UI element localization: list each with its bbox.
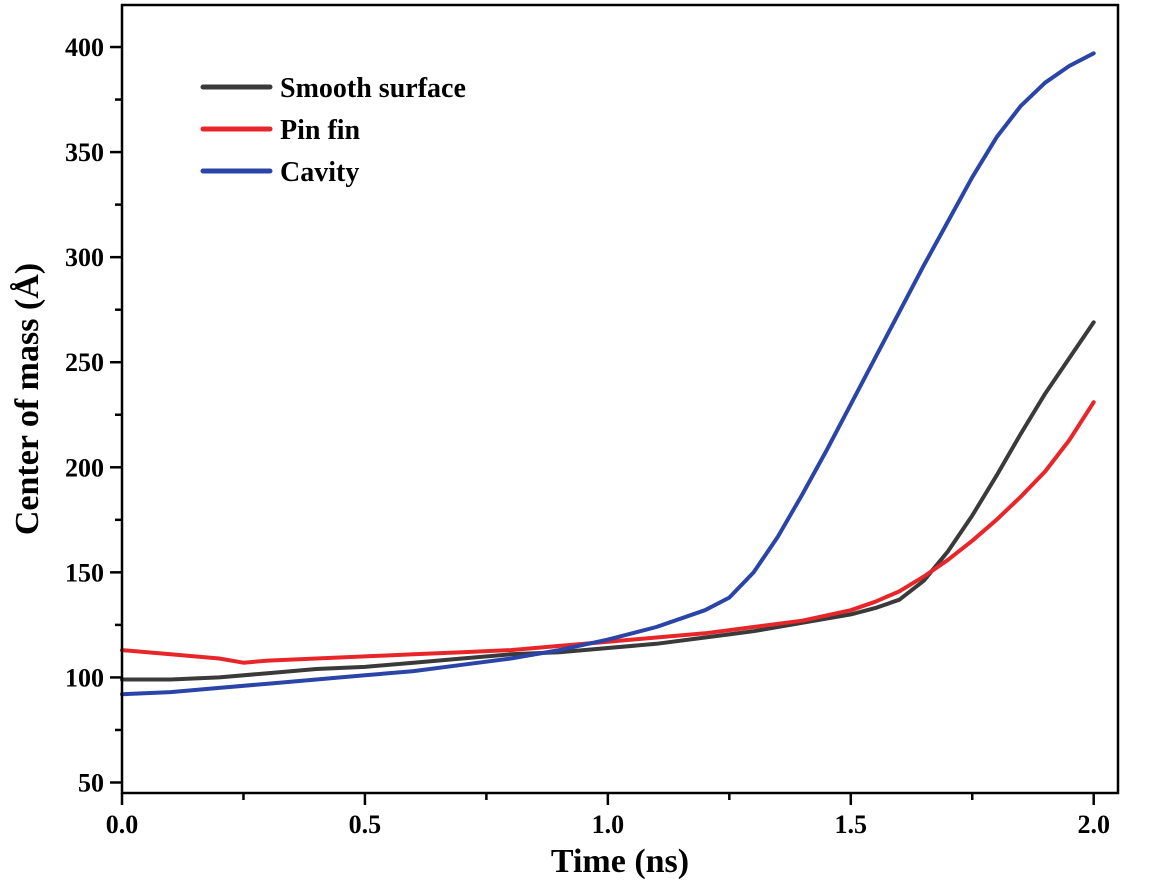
series-layer [120, 51, 1096, 697]
y-tick-label: 50 [78, 768, 104, 797]
series-line-cavity [120, 51, 1096, 697]
x-axis-title: Time (ns) [551, 843, 689, 880]
y-tick-label: 400 [65, 33, 104, 62]
x-tick-label: 1.5 [835, 810, 868, 839]
x-tick-label: 1.0 [592, 810, 625, 839]
legend-label: Cavity [280, 157, 359, 188]
y-tick-label: 250 [65, 348, 104, 377]
series-line-smooth-surface [120, 320, 1096, 682]
x-tick-label: 2.0 [1077, 810, 1110, 839]
legend: Smooth surface Pin fin Cavity [200, 73, 466, 188]
y-tick-label: 350 [65, 138, 104, 167]
x-tick-label: 0.5 [349, 810, 382, 839]
plot-frame [120, 3, 1120, 795]
y-tick-label: 100 [65, 663, 104, 692]
y-tick-label: 300 [65, 243, 104, 272]
y-axis-title: Center of mass (Å) [9, 263, 46, 535]
y-tick-label: 150 [65, 558, 104, 587]
y-tick-label: 200 [65, 453, 104, 482]
ticks-layer: 0.0 0.5 1.0 1.5 2.0 50 100 150 200 250 300 350 400 [65, 33, 1110, 839]
legend-label: Pin fin [280, 115, 361, 146]
series-line-pin-fin [120, 400, 1096, 665]
x-tick-label: 0.0 [106, 810, 139, 839]
legend-label: Smooth surface [280, 73, 466, 104]
